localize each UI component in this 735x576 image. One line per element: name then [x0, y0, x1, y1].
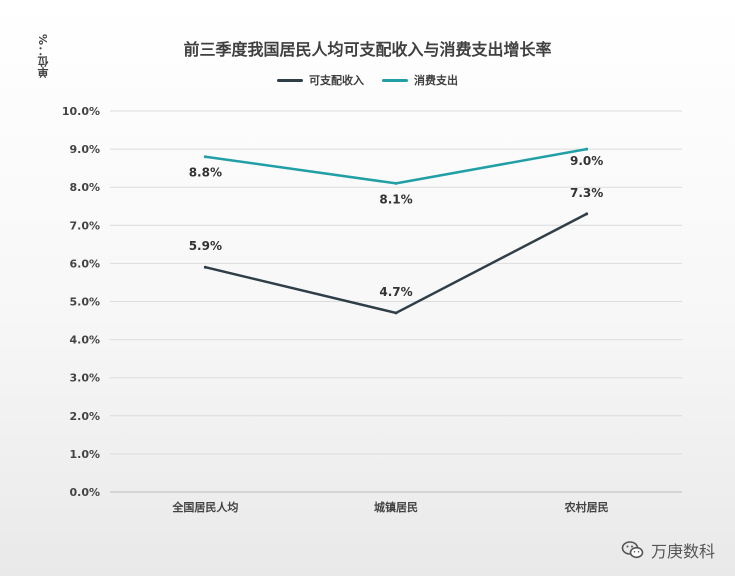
data-point-income	[585, 212, 589, 216]
y-tick-label: 0.0%	[69, 486, 100, 499]
legend-swatch-income	[277, 78, 303, 82]
data-label: 5.9%	[189, 239, 222, 253]
y-tick-label: 3.0%	[69, 372, 100, 385]
y-tick-label: 8.0%	[69, 181, 100, 194]
legend-label-consumption: 消费支出	[414, 74, 458, 87]
wechat-icon	[621, 541, 644, 559]
data-point-consumption	[394, 181, 398, 185]
data-point-consumption	[585, 147, 589, 151]
y-tick-label: 6.0%	[69, 257, 100, 270]
y-tick-label: 4.0%	[69, 334, 100, 347]
x-tick-label: 全国居民人均	[171, 500, 238, 514]
data-point-income	[394, 311, 398, 315]
data-label: 8.1%	[379, 192, 412, 206]
y-tick-label: 7.0%	[69, 219, 100, 232]
y-tick-label: 1.0%	[69, 448, 100, 461]
data-label: 7.3%	[570, 186, 603, 200]
legend-label-income: 可支配收入	[309, 74, 364, 87]
watermark: 万庚数科	[621, 538, 715, 562]
data-label: 9.0%	[570, 154, 603, 168]
y-tick-label: 2.0%	[69, 410, 100, 423]
chart-title: 前三季度我国居民人均可支配收入与消费支出增长率	[183, 40, 552, 59]
y-tick-label: 9.0%	[69, 143, 100, 156]
legend-item-income: 可支配收入	[277, 72, 364, 88]
data-point-consumption	[203, 155, 207, 159]
y-tick-label: 10.0%	[62, 105, 100, 118]
legend-swatch-consumption	[382, 78, 408, 82]
y-tick-label: 5.0%	[69, 296, 100, 309]
data-point-income	[203, 265, 207, 269]
x-tick-label: 农村居民	[564, 500, 609, 514]
data-label: 8.8%	[189, 166, 222, 180]
series-line-consumption	[204, 147, 588, 185]
data-label: 4.7%	[379, 285, 412, 299]
watermark-text: 万庚数科	[650, 542, 715, 561]
legend: 可支配收入 消费支出	[0, 72, 735, 88]
x-tick-label: 城镇居民	[374, 500, 418, 514]
legend-item-consumption: 消费支出	[382, 72, 458, 88]
